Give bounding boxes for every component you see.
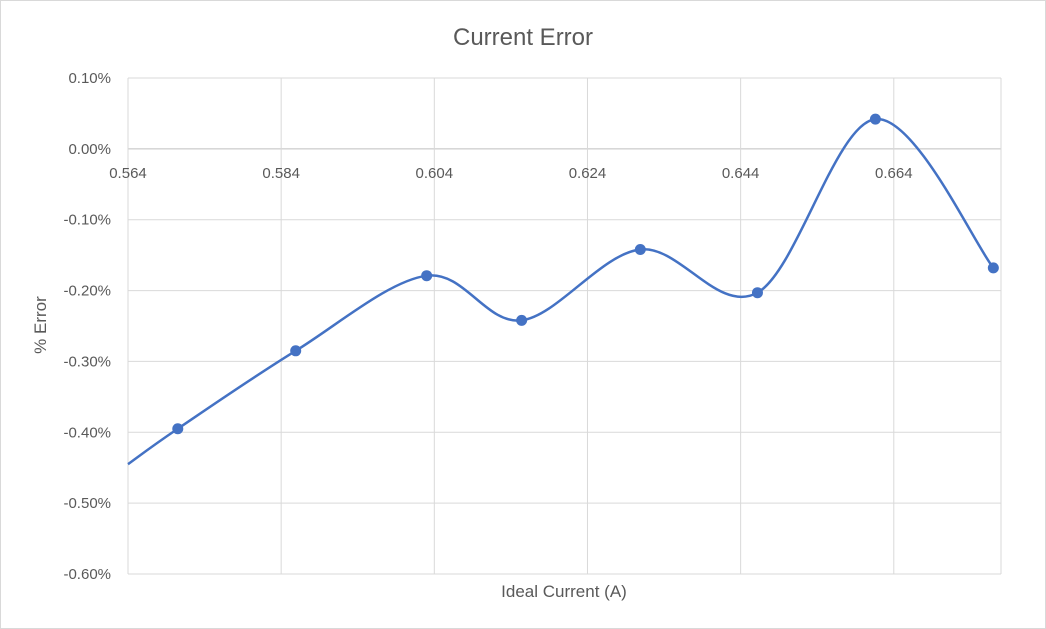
y-tick-label: -0.40%: [63, 424, 111, 441]
data-point: [172, 423, 184, 435]
x-tick-label: 0.584: [262, 165, 300, 182]
y-tick-label: -0.60%: [63, 566, 111, 583]
x-tick-label: 0.624: [569, 165, 607, 182]
data-point: [290, 345, 302, 357]
x-tick-label: 0.564: [109, 165, 147, 182]
data-points: [172, 113, 999, 435]
y-tick-label: -0.20%: [63, 283, 111, 300]
y-tick-label: -0.50%: [63, 495, 111, 512]
data-point: [421, 270, 433, 282]
y-tick-label: 0.10%: [68, 70, 111, 87]
data-point: [987, 262, 999, 274]
x-axis-title: Ideal Current (A): [501, 582, 627, 601]
data-point: [751, 287, 763, 299]
data-point: [516, 314, 528, 326]
y-tick-label: -0.10%: [63, 212, 111, 229]
series-line: [127, 117, 995, 466]
x-tick-label: 0.604: [416, 165, 454, 182]
x-tick-labels: 0.564 0.584 0.604 0.624 0.644 0.664: [109, 165, 912, 182]
chart-title: Current Error: [453, 24, 593, 51]
data-point: [634, 243, 646, 255]
x-tick-label: 0.644: [722, 165, 760, 182]
y-tick-label: -0.30%: [63, 353, 111, 370]
y-axis-title: % Error: [31, 296, 50, 354]
gridlines: [127, 77, 1002, 575]
data-point: [869, 113, 881, 125]
y-tick-label: 0.00%: [68, 141, 111, 158]
x-tick-label: 0.664: [875, 165, 913, 182]
y-tick-labels: 0.10% 0.00% -0.10% -0.20% -0.30% -0.40% -0.50%…: [63, 70, 111, 583]
